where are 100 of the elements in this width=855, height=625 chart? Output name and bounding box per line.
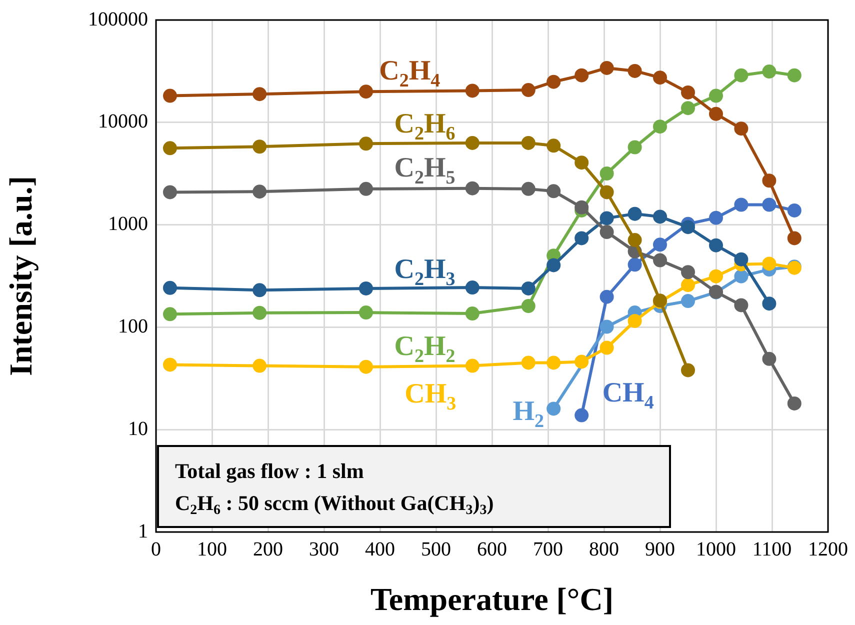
x-tick-label: 1100 — [752, 538, 792, 560]
point — [546, 258, 561, 272]
point — [681, 101, 695, 116]
point — [628, 206, 642, 221]
point — [359, 281, 373, 296]
point — [787, 231, 802, 246]
point — [734, 122, 748, 136]
x-tick-label: 0 — [151, 538, 161, 560]
point — [252, 358, 267, 373]
point — [252, 87, 267, 102]
point — [681, 278, 695, 292]
point — [574, 200, 589, 214]
point — [762, 256, 776, 271]
point — [734, 198, 748, 212]
point — [546, 402, 561, 416]
point — [359, 306, 373, 320]
y-tick-label: 1000 — [108, 213, 148, 236]
point — [574, 354, 589, 369]
point — [465, 306, 480, 321]
point — [574, 408, 589, 422]
x-tick-label: 700 — [533, 538, 563, 560]
point — [252, 184, 267, 199]
point — [546, 138, 561, 153]
x-tick-label: 1000 — [696, 538, 736, 560]
point — [709, 88, 723, 103]
point — [163, 280, 177, 295]
point — [600, 320, 614, 334]
point — [709, 269, 723, 284]
point — [465, 280, 480, 295]
point — [521, 182, 536, 196]
x-tick-label: 800 — [589, 538, 619, 560]
point — [762, 174, 776, 188]
point — [709, 238, 723, 252]
point — [628, 258, 642, 272]
x-tick-label: 200 — [253, 538, 283, 560]
point — [762, 198, 776, 212]
point — [709, 210, 723, 225]
point — [762, 64, 776, 79]
point — [465, 358, 480, 373]
point — [465, 136, 480, 150]
point — [787, 68, 802, 82]
point — [465, 84, 480, 98]
point — [574, 231, 589, 246]
point — [359, 136, 373, 151]
point — [163, 185, 177, 200]
point — [681, 220, 695, 234]
point — [762, 296, 776, 311]
point — [521, 281, 536, 296]
point — [546, 356, 561, 370]
point — [359, 182, 373, 196]
x-tick-label: 1200 — [808, 538, 848, 560]
x-tick-label: 400 — [365, 538, 395, 560]
y-tick-label: 1 — [138, 520, 148, 542]
point — [600, 60, 614, 75]
point — [465, 181, 480, 196]
point — [252, 140, 267, 154]
point — [653, 120, 667, 134]
x-tick-label: 300 — [309, 538, 339, 560]
point — [359, 84, 373, 99]
x-axis-title: Temperature [°C] — [370, 581, 614, 618]
point — [709, 106, 723, 121]
point — [653, 238, 667, 252]
y-tick-label: 100 — [118, 315, 148, 338]
point — [521, 136, 536, 150]
annotation: Total gas flow : 1 slm — [175, 458, 365, 485]
point — [734, 298, 748, 312]
point — [787, 396, 802, 410]
point — [653, 70, 667, 85]
x-tick-label: 900 — [645, 538, 675, 560]
point — [600, 166, 614, 180]
point — [762, 352, 776, 366]
point — [574, 68, 589, 82]
point — [681, 363, 695, 378]
point — [600, 185, 614, 200]
point — [546, 184, 561, 198]
point — [252, 306, 267, 320]
y-axis-title: Intensity [a.u.] — [2, 176, 38, 376]
point — [681, 294, 695, 308]
point — [600, 225, 614, 240]
y-tick-label: 10 — [128, 418, 148, 440]
point — [628, 64, 642, 78]
point — [163, 358, 177, 372]
y-tick-label: 10000 — [98, 110, 148, 133]
point — [628, 233, 642, 248]
point — [600, 340, 614, 355]
point — [734, 269, 748, 284]
point — [628, 140, 642, 154]
point — [359, 360, 373, 374]
x-tick-label: 600 — [477, 538, 507, 560]
x-tick-label: 500 — [421, 538, 451, 560]
text-box: Total gas flow : 1 slm C$_{2}$H$_{6}$ : 50 sccm (Without Ga(CH$_{3}$)$_{3}$) — [157, 445, 671, 528]
point — [681, 265, 695, 280]
y-tick-label: 100000 — [88, 8, 148, 30]
point — [521, 83, 536, 98]
point — [628, 314, 642, 328]
x-tick-label: 100 — [197, 538, 227, 560]
point — [163, 141, 177, 156]
point — [163, 88, 177, 103]
point — [521, 356, 536, 370]
point — [546, 74, 561, 89]
